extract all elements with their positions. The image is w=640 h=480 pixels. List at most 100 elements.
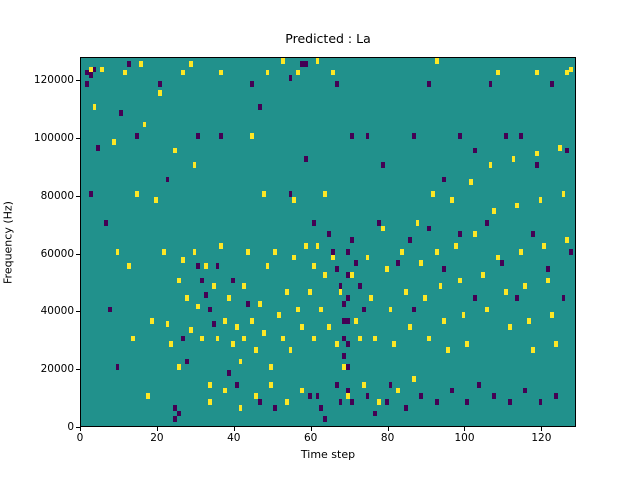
low-cell [500,260,504,267]
high-cell [519,248,524,255]
high-cell [192,162,197,168]
low-cell [88,72,93,79]
high-cell [223,387,228,394]
high-cell [130,335,135,342]
low-cell [88,190,93,197]
high-cell [453,243,458,249]
high-cell [511,156,516,163]
low-cell [127,60,131,67]
low-cell [230,277,235,284]
high-cell [480,271,485,278]
low-cell [534,162,539,168]
high-cell [188,326,193,333]
low-cell [457,231,462,238]
low-cell [323,416,328,423]
high-cell [261,329,266,336]
high-cell [265,69,270,76]
y-tick-label: 40000 [40,305,74,318]
high-cell [311,263,316,270]
low-cell [346,271,351,278]
high-cell [265,263,270,270]
high-cell [357,335,362,342]
low-cell [530,231,535,238]
high-cell [534,69,539,76]
high-cell [223,318,228,324]
high-cell [157,89,162,96]
low-cell [569,248,574,255]
x-tick-label: 100 [454,432,475,444]
high-cell [165,321,170,327]
high-cell [200,335,205,342]
high-cell [565,237,570,243]
low-cell [107,306,112,313]
high-cell [411,375,416,382]
low-cell [273,404,278,411]
high-cell [523,283,527,290]
low-cell [184,358,189,365]
low-cell [204,292,208,298]
low-cell [427,225,431,232]
high-cell [292,254,297,261]
high-cell [546,277,551,284]
low-cell [546,266,551,272]
high-cell [284,399,289,405]
high-cell [173,147,178,154]
low-cell [92,66,97,73]
high-cell [257,300,262,307]
y-axis-label: Frequency (Hz) [1,201,15,284]
high-cell [503,289,508,296]
y-tick-label: 120000 [33,74,74,87]
high-cell [561,190,566,197]
high-cell [492,208,497,215]
high-cell [219,243,224,249]
high-cell [338,289,343,296]
high-cell [154,196,158,203]
high-cell [469,179,474,186]
low-cell [342,318,347,324]
high-cell [450,196,454,203]
high-cell [377,399,381,405]
high-cell [307,289,312,296]
high-cell [527,318,531,324]
y-tick-mark [76,427,80,428]
high-cell [315,58,320,64]
low-cell [553,393,558,400]
high-cell [430,190,435,197]
y-tick-mark [76,369,80,371]
high-cell [134,190,139,197]
low-cell [346,341,351,348]
high-cell [246,248,251,255]
high-cell [204,263,208,270]
low-cell [357,283,362,290]
high-cell [569,66,574,73]
low-cell [350,133,354,139]
low-cell [177,410,181,417]
low-cell [334,266,339,272]
x-tick-mark [387,427,389,431]
low-cell [377,219,381,226]
high-cell [369,295,374,301]
low-cell [346,295,351,301]
high-cell [284,289,289,296]
high-cell [353,318,358,324]
high-cell [461,312,466,319]
x-tick-mark [541,427,543,431]
high-cell [388,306,393,313]
low-cell [250,81,255,87]
low-cell [288,75,293,82]
high-cell [361,381,366,388]
high-cell [269,364,274,371]
high-cell [365,254,370,261]
high-cell [234,323,239,330]
high-cell [277,312,281,319]
high-cell [323,271,328,278]
low-cell [473,295,478,301]
high-cell [465,341,470,348]
low-cell [396,260,401,267]
high-cell [319,306,324,313]
low-cell [227,370,231,376]
high-cell [292,196,297,203]
y-tick-label: 60000 [40,247,74,260]
low-cell [342,352,347,359]
low-cell [215,263,220,270]
